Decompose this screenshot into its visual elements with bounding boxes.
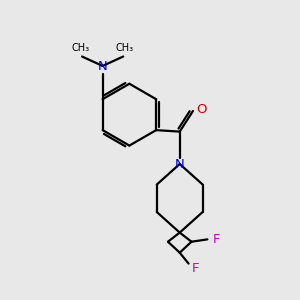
Text: F: F xyxy=(192,262,200,275)
Text: F: F xyxy=(213,233,220,246)
Text: CH₃: CH₃ xyxy=(116,43,134,53)
Text: N: N xyxy=(98,60,107,73)
Text: N: N xyxy=(175,158,184,171)
Text: CH₃: CH₃ xyxy=(71,43,90,53)
Text: O: O xyxy=(196,103,207,116)
